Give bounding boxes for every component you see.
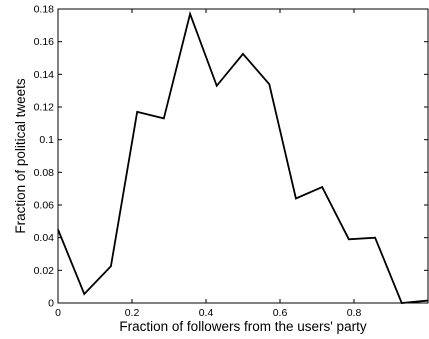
data-point bbox=[242, 53, 244, 55]
y-tick-label: 0.02 bbox=[34, 265, 55, 277]
data-point bbox=[110, 265, 112, 267]
data-point bbox=[83, 293, 85, 295]
y-tick-label: 0.12 bbox=[34, 102, 55, 114]
y-tick-label: 0.16 bbox=[34, 36, 55, 48]
data-point bbox=[348, 238, 350, 240]
data-point bbox=[136, 111, 138, 113]
x-tick-label: 0 bbox=[55, 307, 61, 319]
x-tick-label: 0.8 bbox=[347, 307, 362, 319]
y-tick-label: 0.06 bbox=[34, 200, 55, 212]
y-tick-label: 0.08 bbox=[34, 167, 55, 179]
plot-frame bbox=[57, 8, 429, 304]
series-line bbox=[57, 10, 429, 304]
y-tick-label: 0.1 bbox=[39, 134, 54, 146]
data-point bbox=[295, 197, 297, 200]
data-point bbox=[268, 83, 270, 85]
y-tick-label: 0.14 bbox=[34, 69, 55, 81]
x-axis-label: Fraction of followers from the users' pa… bbox=[119, 319, 366, 334]
y-axis-label: Fraction of political tweets bbox=[13, 78, 28, 234]
y-tick-label: 0 bbox=[48, 298, 54, 310]
y-tick-label: 0.04 bbox=[34, 232, 55, 244]
data-point bbox=[163, 117, 165, 120]
x-tick-label: 0.2 bbox=[125, 307, 140, 319]
data-point bbox=[189, 13, 191, 15]
x-axis-ticks: 0 0.2 0.4 0.6 0.8 bbox=[55, 9, 361, 319]
data-point bbox=[57, 228, 59, 231]
y-tick-label: 0.18 bbox=[34, 4, 55, 16]
x-tick-label: 0.6 bbox=[273, 307, 288, 319]
data-point bbox=[374, 237, 376, 239]
data-point bbox=[216, 85, 218, 87]
data-point bbox=[401, 302, 403, 304]
data-point bbox=[427, 299, 429, 302]
series-points bbox=[57, 13, 429, 304]
y-axis-ticks: 0 0.02 0.04 0.06 0.08 0.1 0.12 0.14 0.16 0.18 bbox=[34, 4, 428, 310]
x-tick-label: 0.4 bbox=[199, 307, 214, 319]
data-point bbox=[321, 186, 323, 188]
